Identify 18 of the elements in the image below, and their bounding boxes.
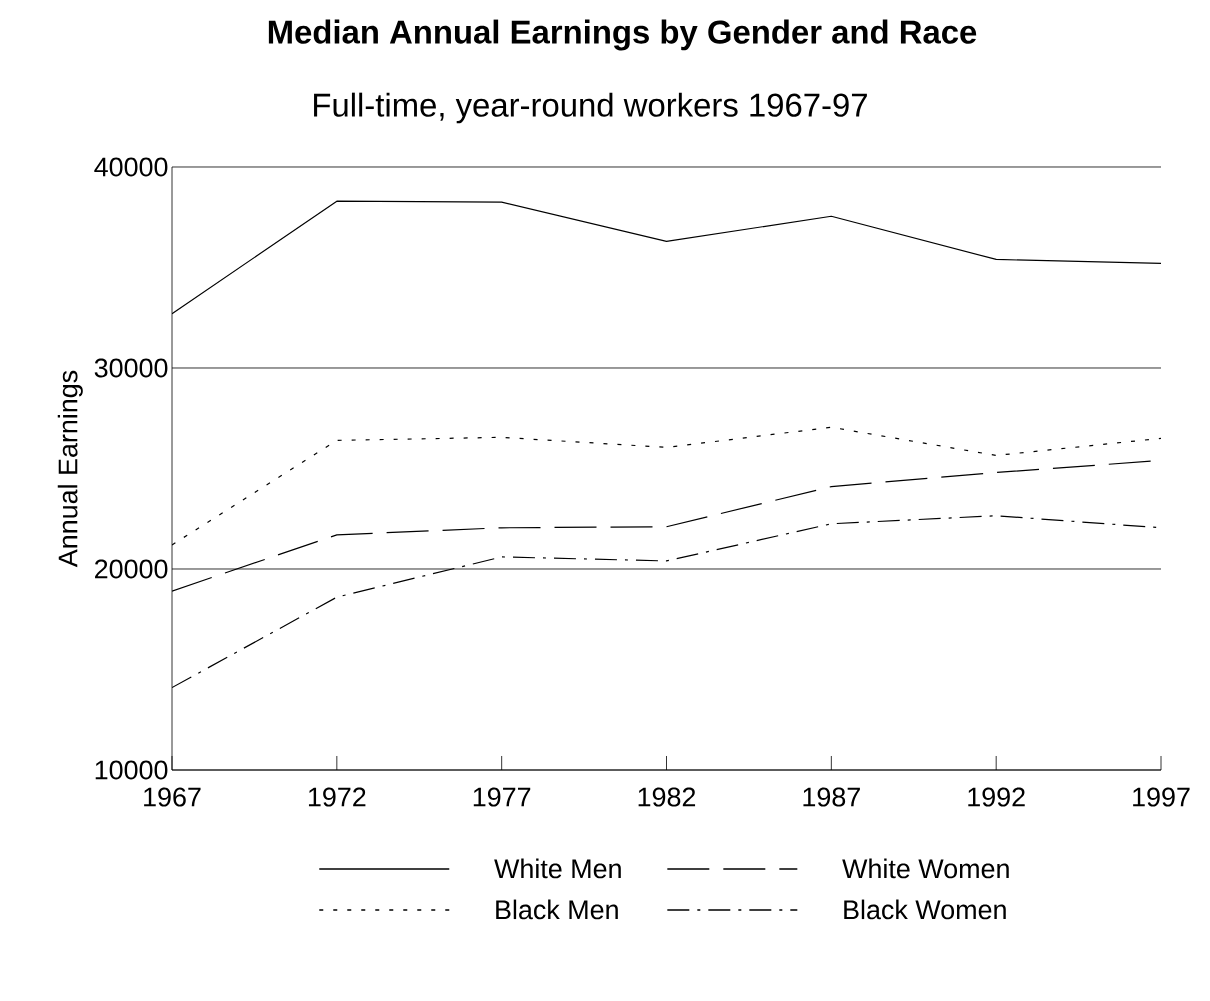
chart-title: Median Annual Earnings by Gender and Race <box>268 19 977 51</box>
x-tick-label: 1977 <box>473 787 531 807</box>
x-tick-label: 1987 <box>803 787 860 807</box>
y-tick-label: 20000 <box>95 559 168 579</box>
y-tick-label: 10000 <box>95 760 168 780</box>
x-tick-label: 1972 <box>308 787 366 807</box>
legend-label: White Men <box>494 858 621 879</box>
y-tick-label: 30000 <box>94 358 168 378</box>
y-tick-label: 40000 <box>94 157 168 177</box>
x-tick-label: 1992 <box>968 787 1025 807</box>
legend-label: White Women <box>842 858 1009 879</box>
legend-label: Black Women <box>844 899 1006 920</box>
x-tick-label: 1982 <box>638 787 696 807</box>
x-tick-label: 1997 <box>1133 787 1190 807</box>
y-axis-title: Annual Earnings <box>57 370 83 568</box>
chart-subtitle: Full-time, year-round workers 1967-97 <box>314 92 867 124</box>
legend-label: Black Men <box>496 899 618 920</box>
x-tick-label: 1967 <box>144 787 201 807</box>
